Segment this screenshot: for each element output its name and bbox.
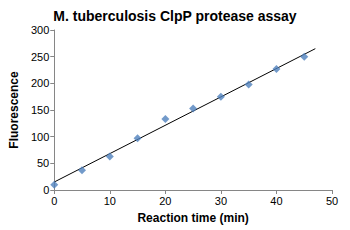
svg-text:Fluorescence: Fluorescence (7, 71, 21, 149)
svg-text:10: 10 (104, 195, 116, 207)
svg-text:20: 20 (159, 195, 171, 207)
svg-text:250: 250 (31, 51, 49, 63)
svg-text:150: 150 (31, 104, 49, 116)
svg-text:M. tuberculosis ClpP protease: M. tuberculosis ClpP protease assay (53, 8, 296, 24)
svg-text:100: 100 (31, 131, 49, 143)
svg-text:200: 200 (31, 77, 49, 89)
svg-text:0: 0 (51, 195, 57, 207)
svg-text:30: 30 (215, 195, 227, 207)
svg-text:300: 300 (31, 24, 49, 36)
svg-text:50: 50 (326, 195, 338, 207)
svg-text:50: 50 (37, 157, 49, 169)
svg-text:0: 0 (43, 184, 49, 196)
svg-text:Reaction time (min): Reaction time (min) (137, 211, 248, 225)
svg-text:40: 40 (270, 195, 282, 207)
